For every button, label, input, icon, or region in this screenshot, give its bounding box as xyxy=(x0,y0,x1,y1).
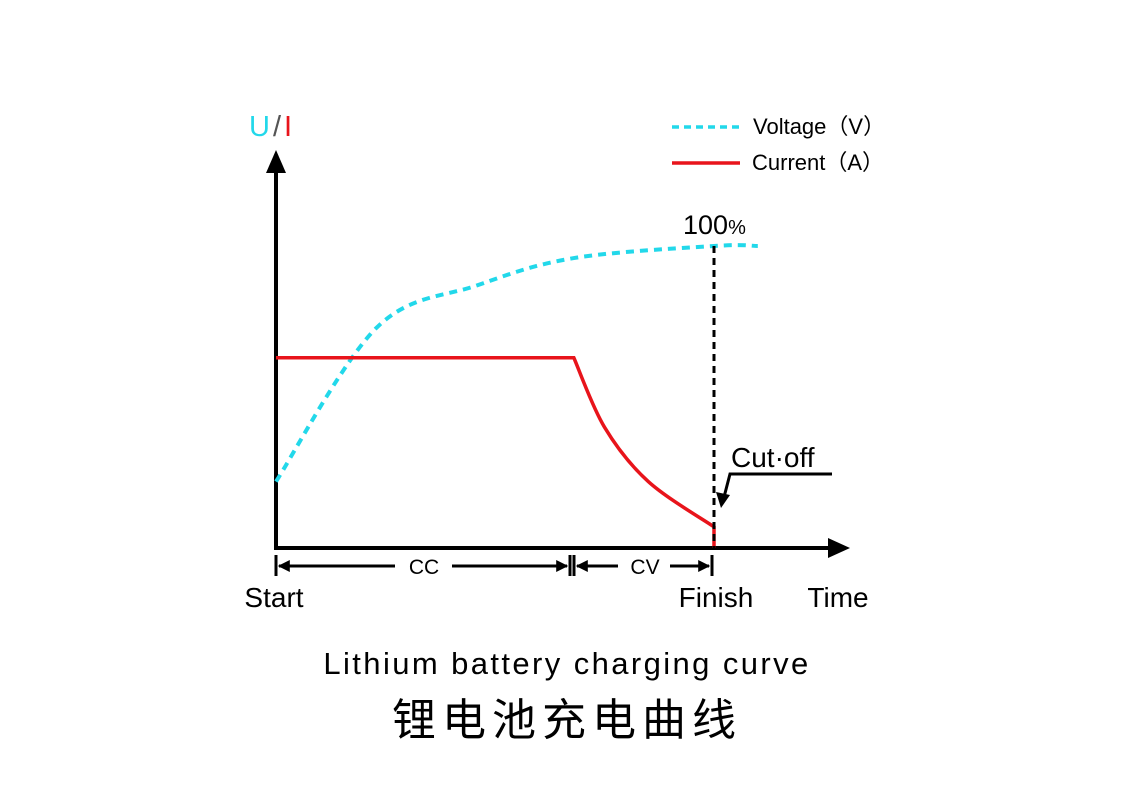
current-series-line xyxy=(276,355,716,548)
cutoff-arrow-icon xyxy=(716,492,730,508)
full-charge-number: 100 xyxy=(683,210,728,240)
full-charge-percent: % xyxy=(728,217,746,239)
cutoff-leader-line xyxy=(721,472,832,502)
cc-phase-indicator: CC xyxy=(274,555,572,579)
full-charge-label: 100% xyxy=(683,210,746,240)
y-axis-label: U / I xyxy=(249,111,292,143)
cutoff-label: Cut·off xyxy=(731,442,815,473)
y-label-separator: / xyxy=(273,111,282,143)
legend-voltage-label: Voltage（V） xyxy=(753,114,885,139)
x-axis-label: Time xyxy=(807,582,868,613)
cv-phase-indicator: CV xyxy=(572,555,714,579)
y-label-current-symbol: I xyxy=(284,111,292,143)
english-title: Lithium battery charging curve xyxy=(323,646,811,681)
voltage-series-line xyxy=(274,243,758,483)
x-axis-arrow-icon xyxy=(828,538,850,558)
finish-label: Finish xyxy=(679,582,754,613)
y-axis-arrow-icon xyxy=(266,150,286,173)
legend-current-label: Current（A） xyxy=(752,150,884,175)
legend: Voltage（V） Current（A） xyxy=(672,114,885,175)
cc-label: CC xyxy=(409,556,439,579)
chinese-title: 锂电池充电曲线 xyxy=(392,695,742,746)
cv-label: CV xyxy=(630,556,659,579)
y-label-voltage-symbol: U xyxy=(249,111,270,143)
start-label: Start xyxy=(244,582,303,613)
